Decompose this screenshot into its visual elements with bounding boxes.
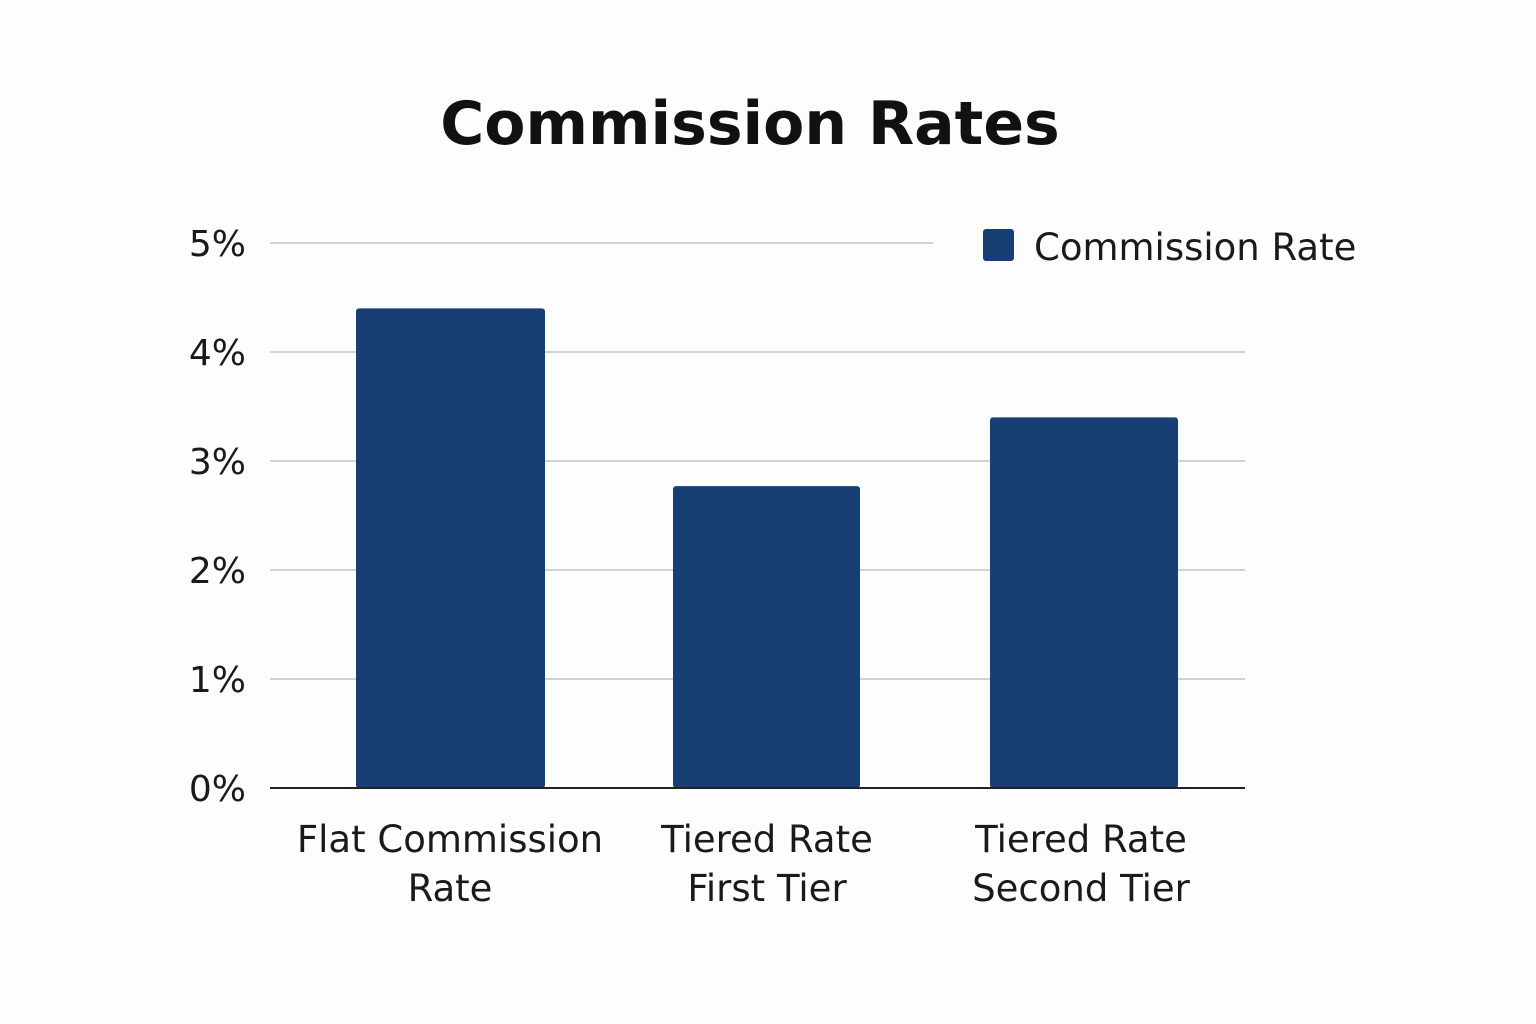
bars: [356, 308, 1178, 788]
x-category-label: Second Tier: [972, 867, 1190, 910]
legend-label: Commission Rate: [1034, 226, 1356, 269]
bar: [673, 486, 860, 788]
bar: [990, 417, 1178, 788]
y-axis-ticks: 0% 1% 2% 3% 4% 5%: [189, 224, 246, 810]
x-category-label: Flat Commission: [297, 818, 603, 861]
x-category-label: First Tier: [687, 867, 847, 910]
chart-title: Commission Rates: [440, 89, 1059, 159]
y-tick-label: 5%: [189, 224, 246, 265]
y-tick-label: 1%: [189, 660, 246, 701]
y-tick-label: 3%: [189, 442, 246, 483]
y-tick-label: 2%: [189, 551, 246, 592]
category-labels: Flat Commission Rate Tiered Rate First Tier…: [297, 818, 1191, 910]
legend-swatch: [983, 229, 1014, 261]
bar: [356, 308, 545, 788]
x-category-label: Tiered Rate: [974, 818, 1187, 861]
y-tick-label: 4%: [189, 333, 246, 374]
legend: Commission Rate: [983, 226, 1356, 269]
x-category-label: Tiered Rate: [660, 818, 873, 861]
y-tick-label: 0%: [189, 769, 246, 810]
x-category-label: Rate: [408, 867, 493, 910]
